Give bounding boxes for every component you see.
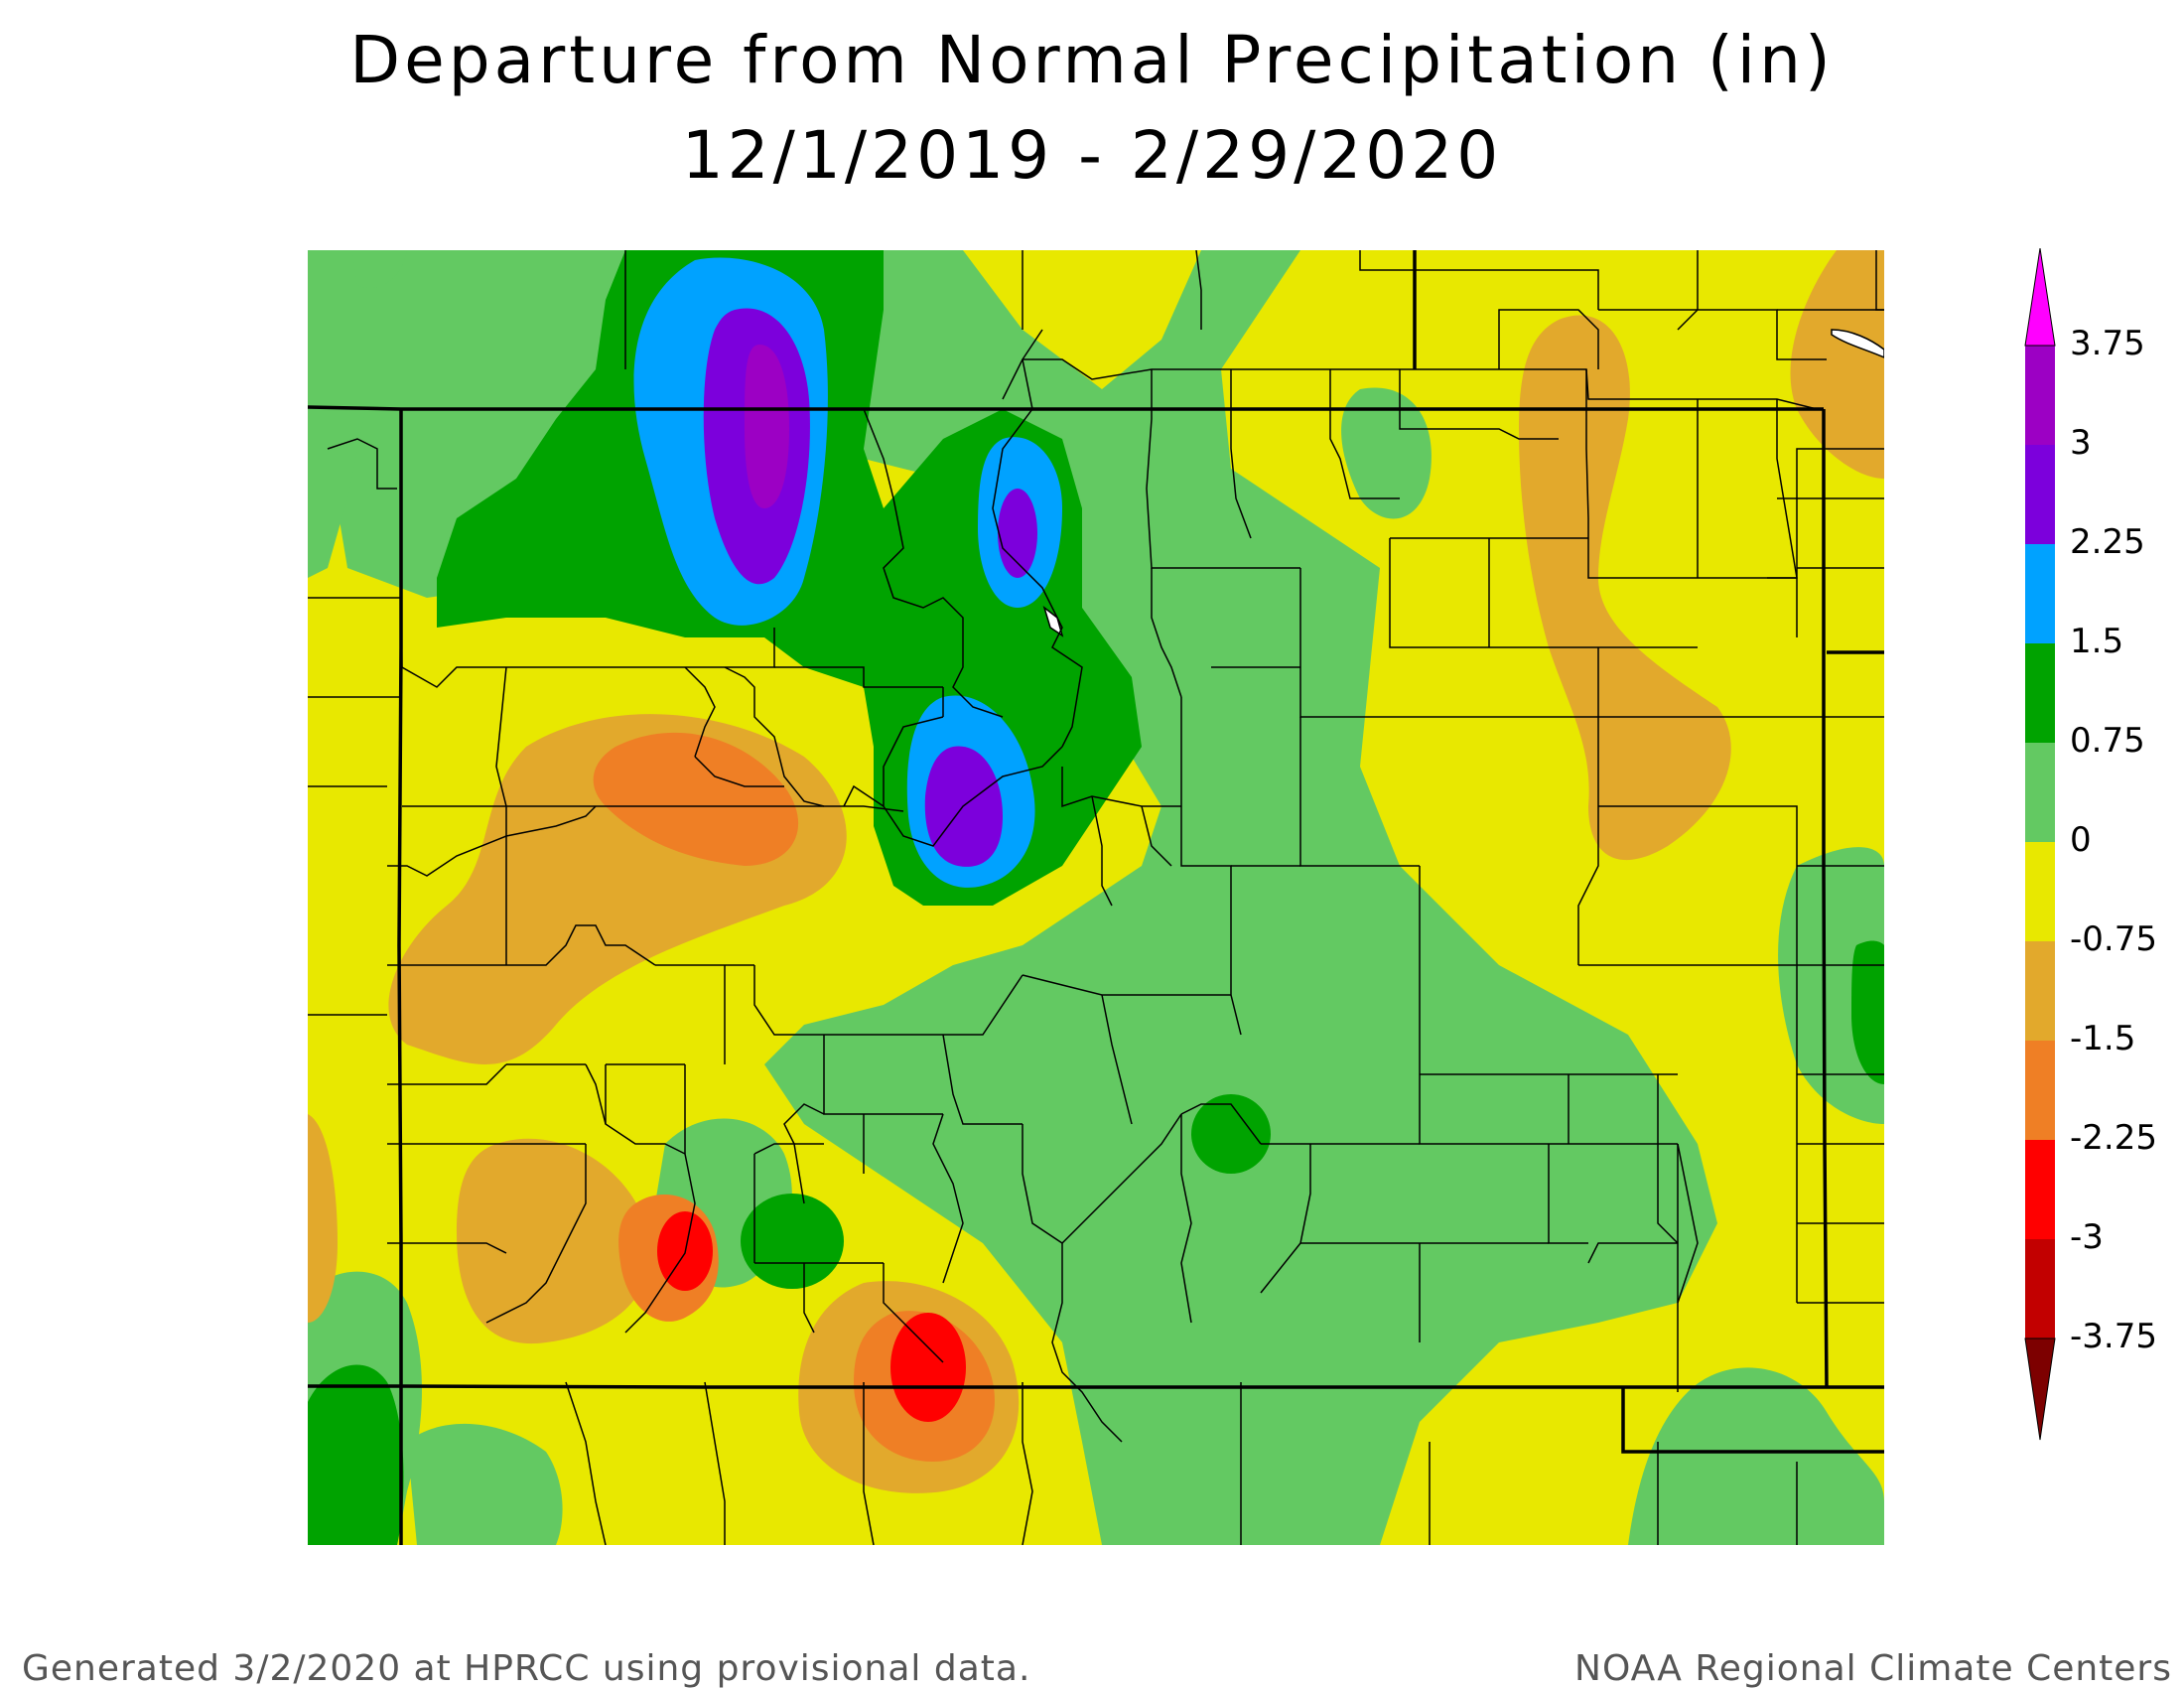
legend-swatch bbox=[2025, 346, 2055, 445]
precipitation-departure-map bbox=[308, 250, 1884, 1545]
legend-swatch bbox=[2025, 842, 2055, 941]
legend-min-arrow bbox=[2024, 1337, 2056, 1441]
legend-tick-label: 3 bbox=[2070, 423, 2092, 463]
water-bodies bbox=[1042, 329, 1884, 637]
county-boundaries bbox=[308, 250, 1884, 1545]
source-credit: NOAA Regional Climate Centers bbox=[1574, 1648, 2172, 1689]
legend-tick-label: -3.75 bbox=[2070, 1317, 2157, 1356]
legend-tick-label: 0.75 bbox=[2070, 721, 2145, 761]
legend-swatch bbox=[2025, 643, 2055, 743]
legend-tick-label: 0 bbox=[2070, 820, 2092, 860]
legend-swatch bbox=[2025, 941, 2055, 1041]
legend-swatch bbox=[2025, 544, 2055, 643]
legend-tick-label: -1.5 bbox=[2070, 1019, 2136, 1058]
legend-max-arrow bbox=[2024, 248, 2056, 347]
state-boundaries bbox=[308, 250, 1884, 1545]
map-title: Departure from Normal Precipitation (in) bbox=[349, 22, 1835, 98]
legend-swatch bbox=[2025, 1041, 2055, 1140]
legend-tick-label: -3 bbox=[2070, 1217, 2104, 1257]
legend-tick-label: -0.75 bbox=[2070, 919, 2157, 959]
color-legend bbox=[2024, 248, 2056, 1441]
legend-tick-label: 2.25 bbox=[2070, 522, 2145, 562]
generated-note: Generated 3/2/2020 at HPRCC using provis… bbox=[22, 1648, 1031, 1689]
legend-swatch bbox=[2025, 743, 2055, 842]
violet-regions bbox=[703, 308, 1037, 867]
legend-swatch bbox=[2025, 445, 2055, 544]
legend-tick-label: 1.5 bbox=[2070, 622, 2124, 661]
legend-tick-label: 3.75 bbox=[2070, 324, 2145, 363]
legend-tick-label: -2.25 bbox=[2070, 1118, 2157, 1158]
map-subtitle: 12/1/2019 - 2/29/2020 bbox=[681, 117, 1503, 194]
legend-swatch bbox=[2025, 1140, 2055, 1239]
legend-swatch bbox=[2025, 1239, 2055, 1338]
